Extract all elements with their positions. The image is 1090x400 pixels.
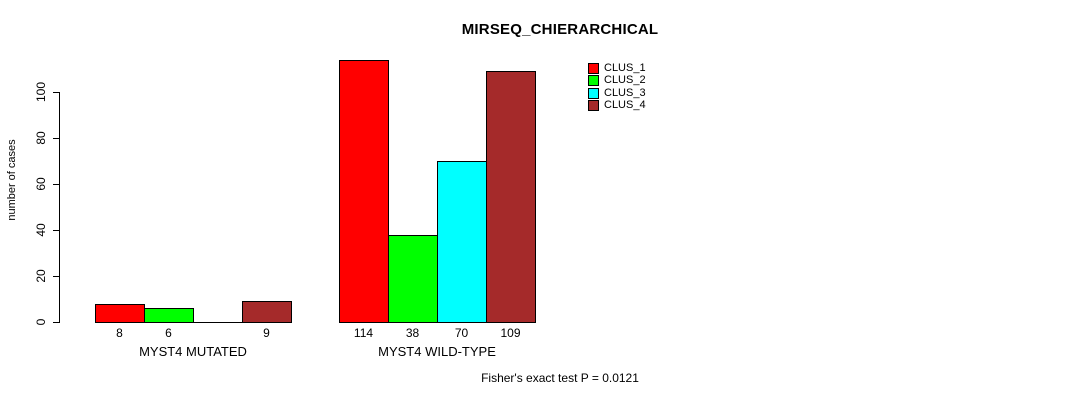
bar bbox=[388, 235, 438, 323]
bar-value-label: 6 bbox=[165, 326, 172, 340]
bar-value-label: 8 bbox=[116, 326, 123, 340]
bar bbox=[486, 71, 536, 323]
legend: CLUS_1 CLUS_2 CLUS_3 CLUS_4 bbox=[588, 62, 646, 112]
legend-label: CLUS_3 bbox=[604, 86, 646, 99]
bar bbox=[437, 161, 487, 323]
chart-title: MIRSEQ_CHIERARCHICAL bbox=[461, 21, 659, 38]
bar bbox=[95, 304, 145, 323]
y-axis-label: number of cases bbox=[6, 139, 18, 221]
y-tick-label: 20 bbox=[34, 269, 48, 283]
legend-label: CLUS_4 bbox=[604, 99, 646, 112]
y-axis-tick bbox=[53, 230, 59, 231]
legend-item: CLUS_3 bbox=[588, 87, 646, 100]
group-label: MYST4 WILD-TYPE bbox=[378, 344, 496, 359]
bar-value-label: 70 bbox=[454, 326, 469, 340]
legend-label: CLUS_2 bbox=[604, 74, 646, 87]
legend-swatch bbox=[588, 75, 599, 87]
stat-annotation: Fisher's exact test P = 0.0121 bbox=[481, 371, 639, 385]
legend-label: CLUS_1 bbox=[604, 61, 646, 74]
bar bbox=[339, 60, 389, 323]
group-label: MYST4 MUTATED bbox=[139, 344, 247, 359]
y-axis-line bbox=[59, 92, 60, 323]
bar-value-label: 114 bbox=[353, 326, 374, 340]
legend-swatch bbox=[588, 100, 599, 112]
y-axis-tick bbox=[53, 276, 59, 277]
y-axis-tick bbox=[53, 138, 59, 139]
y-axis-tick bbox=[53, 92, 59, 93]
y-tick-label: 100 bbox=[34, 81, 48, 103]
bar bbox=[242, 301, 292, 323]
y-axis-tick bbox=[53, 184, 59, 185]
legend-swatch bbox=[588, 62, 599, 74]
bar-value-label: 9 bbox=[263, 326, 270, 340]
legend-swatch bbox=[588, 87, 599, 99]
bar bbox=[144, 308, 194, 323]
legend-item: CLUS_4 bbox=[588, 100, 646, 113]
bar-value-label: 38 bbox=[405, 326, 420, 340]
y-axis-tick bbox=[53, 322, 59, 323]
legend-item: CLUS_2 bbox=[588, 75, 646, 88]
legend-item: CLUS_1 bbox=[588, 62, 646, 75]
y-tick-label: 60 bbox=[34, 177, 48, 191]
bar-value-label: 109 bbox=[500, 326, 521, 340]
y-tick-label: 0 bbox=[34, 318, 48, 326]
y-tick-label: 40 bbox=[34, 223, 48, 237]
y-tick-label: 80 bbox=[34, 131, 48, 145]
